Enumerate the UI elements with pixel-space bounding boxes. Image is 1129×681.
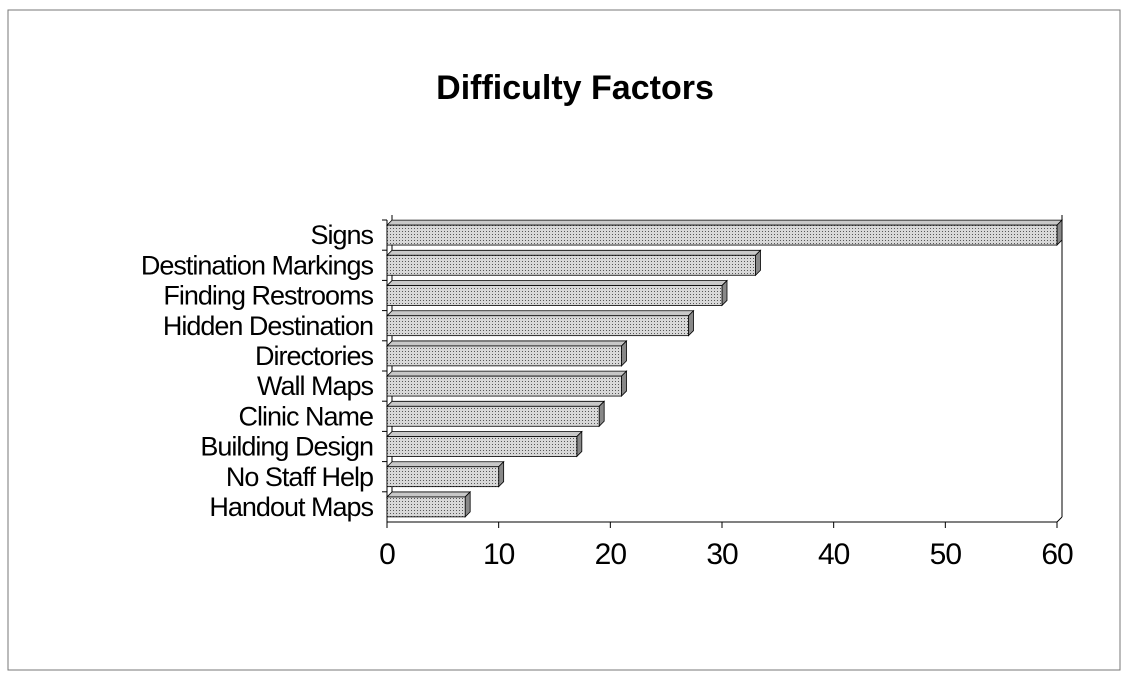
bar-side [598,400,605,428]
bar-top [386,491,472,498]
x-tick-label: 50 [930,538,962,571]
x-tick-label: 10 [483,538,515,571]
bar-top [386,310,695,317]
bar-side [1056,219,1063,247]
bar [386,466,500,488]
x-tick-label: 0 [379,538,395,571]
y-tick-label: Destination Markings [141,250,374,280]
bar-side [621,339,627,367]
x-tick-label: 20 [595,538,627,571]
y-tick-label: Finding Restrooms [163,281,373,311]
bar-top [386,400,606,407]
bar [386,315,689,337]
y-tick-label: Wall Maps [257,371,374,401]
bar [386,285,723,306]
chart-title: Difficulty Factors [436,69,714,107]
bar-side [464,490,471,518]
bar [386,345,622,367]
y-tick-label: Hidden Destination [163,311,373,341]
bar-top [386,431,583,437]
y-tick-label: Building Design [200,432,373,462]
x-tick-label: 30 [706,538,738,571]
x-tick-label: 40 [818,538,850,571]
frame [7,9,1121,671]
bar [386,224,1058,246]
bar-top [386,219,1063,226]
bar-side [576,430,583,458]
bar [386,436,578,457]
y-tick-label: Handout Maps [209,492,373,522]
x-tick-label: 60 [1041,538,1073,571]
bar [386,254,756,276]
bar-side [755,249,761,277]
y-tick-label: Signs [310,220,373,250]
bar-top [386,370,628,377]
bar-top [386,461,505,468]
bar-side [721,279,728,307]
floor-edge [1056,516,1063,523]
bar [386,405,600,427]
bar [386,496,466,518]
bar-top [386,340,628,347]
bar-side [688,309,694,337]
bar-top [386,249,762,256]
y-tick-label: Directories [255,341,374,371]
bar-side [621,370,627,398]
bar-top [386,280,728,286]
y-tick-label: Clinic Name [238,401,373,431]
y-tick-label: No Staff Help [226,462,373,492]
bar-side [498,460,505,488]
bar [386,375,622,397]
